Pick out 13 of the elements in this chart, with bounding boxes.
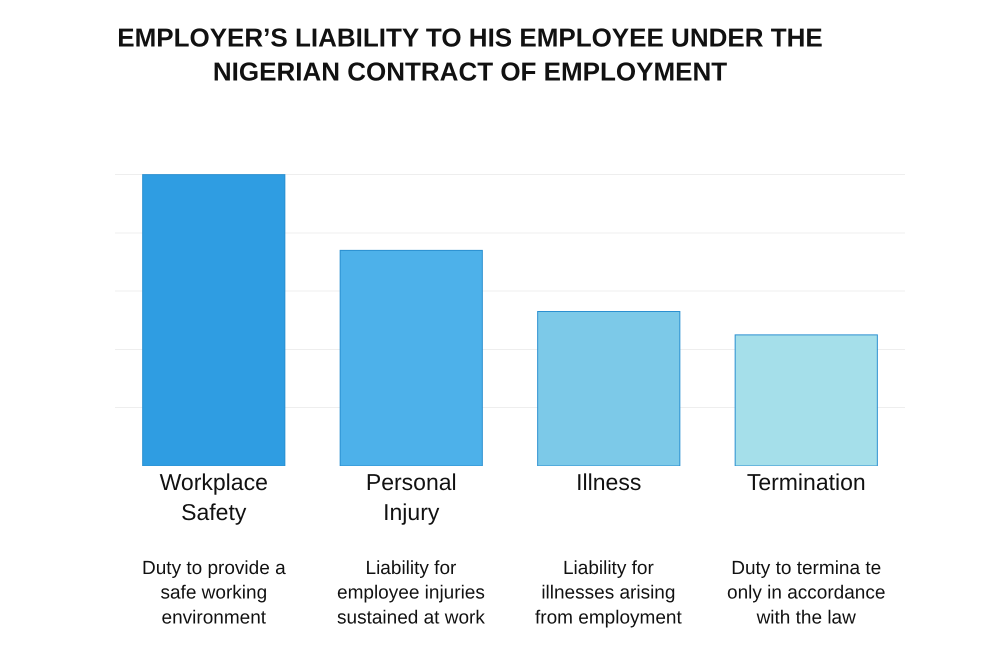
bar (142, 174, 286, 466)
chart-title: EMPLOYER’S LIABILITY TO HIS EMPLOYEE UNDER THE NIGERIAN CONTRACT OF EMPLOYMENT (117, 22, 823, 86)
bar (734, 334, 878, 466)
x-tick-label: Termination (746, 469, 866, 495)
bar (537, 311, 680, 466)
text: Duty to provide a safe working environment (142, 558, 286, 628)
x-tick-label: Workplace Safety (160, 469, 268, 525)
x-tick-label: Illness (576, 469, 642, 495)
bar (340, 250, 483, 466)
x-tick-label: Personal Injury (366, 469, 457, 525)
text: Duty to termina te only in accordance with the law (727, 558, 886, 628)
text: Liability for employee injuries sustained at work (337, 558, 486, 628)
text: Liability for illnesses arising from employment (535, 558, 682, 628)
